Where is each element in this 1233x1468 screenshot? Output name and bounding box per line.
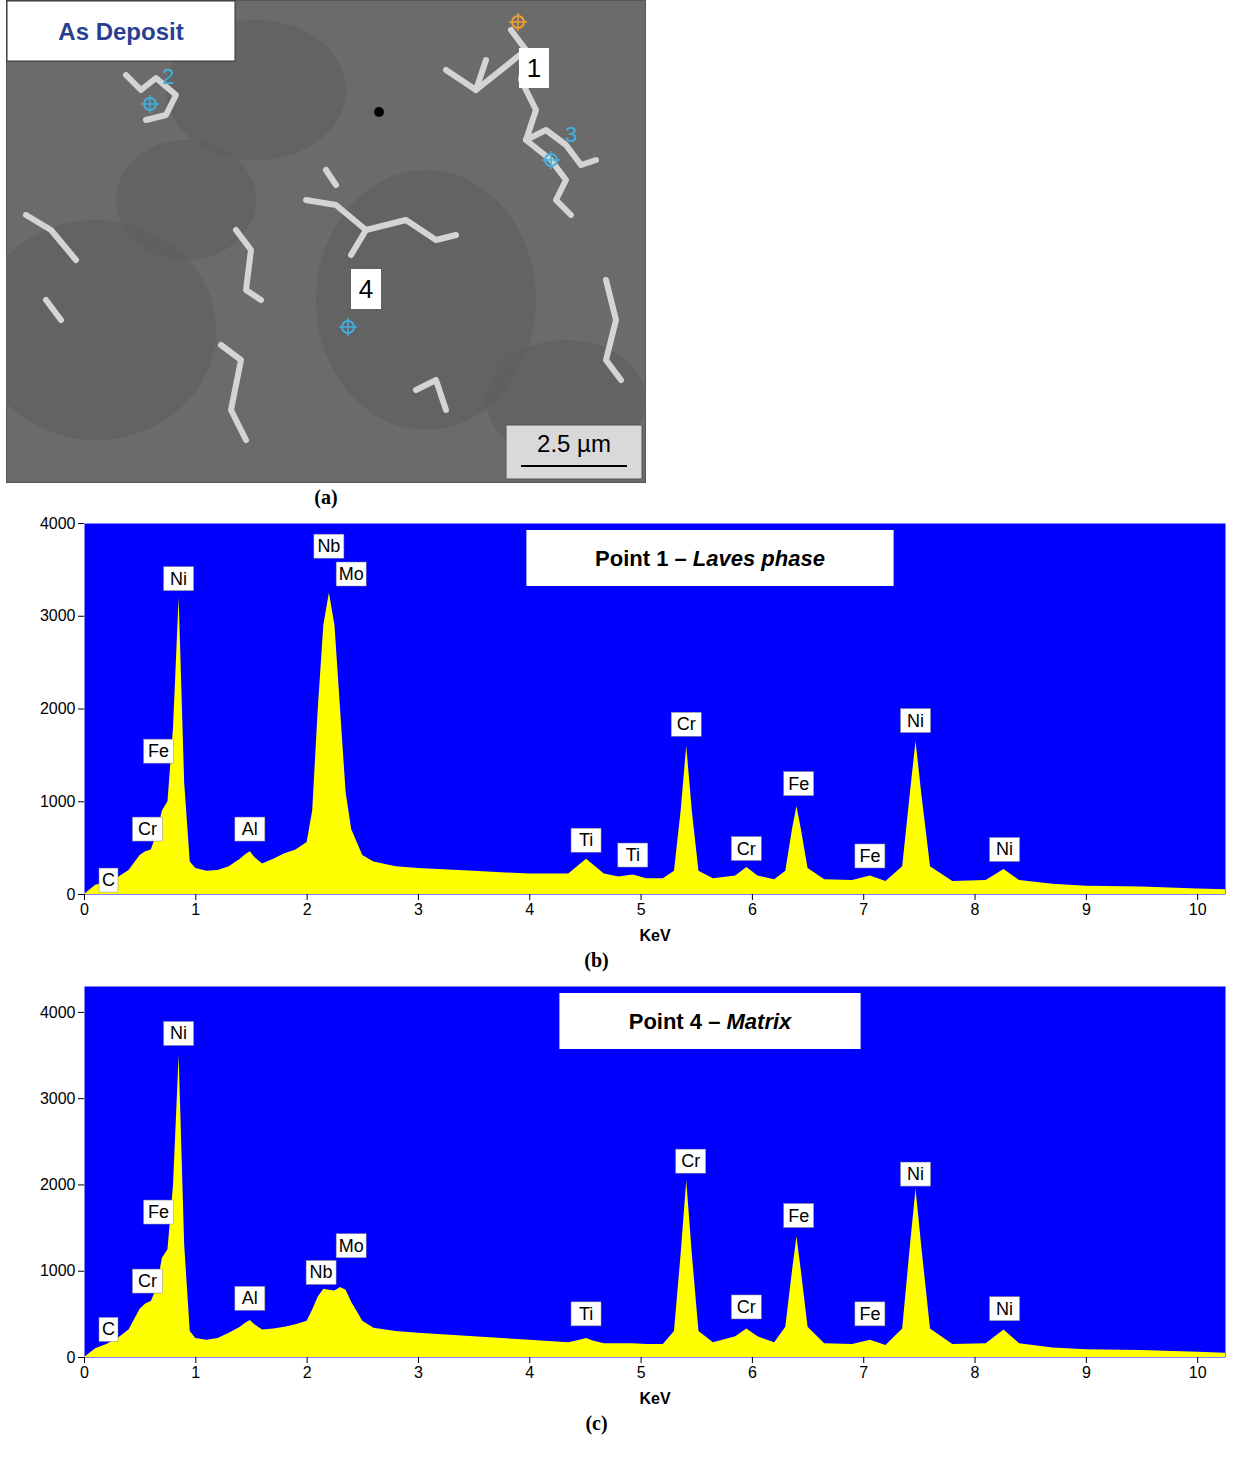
svg-text:Al: Al bbox=[242, 1288, 258, 1308]
svg-text:Cr: Cr bbox=[737, 1297, 756, 1317]
svg-text:C: C bbox=[102, 1319, 115, 1339]
svg-text:1: 1 bbox=[527, 53, 541, 83]
svg-text:Ni: Ni bbox=[170, 1023, 187, 1043]
svg-text:2: 2 bbox=[162, 64, 174, 89]
svg-text:Ni: Ni bbox=[996, 1299, 1013, 1319]
svg-text:9: 9 bbox=[1082, 1364, 1091, 1381]
svg-text:Cr: Cr bbox=[681, 1151, 700, 1171]
svg-text:Nb: Nb bbox=[310, 1262, 333, 1282]
svg-text:Al: Al bbox=[242, 819, 258, 839]
svg-text:Ni: Ni bbox=[907, 711, 924, 731]
svg-text:1: 1 bbox=[191, 901, 200, 918]
svg-text:Fe: Fe bbox=[859, 1304, 880, 1324]
svg-text:Ti: Ti bbox=[579, 830, 593, 850]
svg-text:C: C bbox=[102, 870, 115, 890]
svg-text:Ni: Ni bbox=[170, 569, 187, 589]
svg-text:8: 8 bbox=[971, 901, 980, 918]
svg-text:Cr: Cr bbox=[138, 819, 157, 839]
svg-text:Fe: Fe bbox=[788, 1206, 809, 1226]
svg-text:Ti: Ti bbox=[579, 1304, 593, 1324]
svg-text:2: 2 bbox=[303, 901, 312, 918]
svg-text:Mo: Mo bbox=[339, 1236, 364, 1256]
svg-text:0: 0 bbox=[80, 901, 89, 918]
svg-text:8: 8 bbox=[971, 1364, 980, 1381]
svg-text:1: 1 bbox=[191, 1364, 200, 1381]
svg-text:3: 3 bbox=[414, 1364, 423, 1381]
svg-text:10: 10 bbox=[1189, 901, 1207, 918]
svg-text:As Deposit: As Deposit bbox=[58, 18, 183, 45]
svg-text:0: 0 bbox=[67, 886, 76, 903]
svg-text:9: 9 bbox=[1082, 901, 1091, 918]
svg-text:3: 3 bbox=[414, 901, 423, 918]
svg-text:7: 7 bbox=[859, 901, 868, 918]
html-text:(b): (b) bbox=[584, 949, 609, 971]
svg-text:Fe: Fe bbox=[859, 846, 880, 866]
svg-text:2000: 2000 bbox=[40, 1176, 76, 1193]
html-text:(c): (c) bbox=[585, 1412, 608, 1434]
svg-text:Cr: Cr bbox=[138, 1271, 157, 1291]
svg-text:KeV: KeV bbox=[639, 927, 670, 944]
svg-text:Point 4 – Matrix: Point 4 – Matrix bbox=[629, 1009, 792, 1034]
html-text:(a): (a) bbox=[314, 486, 338, 508]
svg-text:Nb: Nb bbox=[317, 536, 340, 556]
svg-text:5: 5 bbox=[637, 901, 646, 918]
svg-text:6: 6 bbox=[748, 901, 757, 918]
svg-text:1000: 1000 bbox=[40, 793, 76, 810]
svg-text:0: 0 bbox=[80, 1364, 89, 1381]
svg-text:Fe: Fe bbox=[148, 1202, 169, 1222]
svg-text:Ni: Ni bbox=[996, 839, 1013, 859]
svg-text:Fe: Fe bbox=[148, 741, 169, 761]
svg-text:1000: 1000 bbox=[40, 1262, 76, 1279]
svg-text:3: 3 bbox=[565, 122, 577, 147]
svg-text:4: 4 bbox=[359, 274, 373, 304]
svg-text:4000: 4000 bbox=[40, 1004, 76, 1021]
svg-text:2.5 µm: 2.5 µm bbox=[537, 430, 611, 457]
svg-text:Cr: Cr bbox=[677, 714, 696, 734]
svg-text:10: 10 bbox=[1189, 1364, 1207, 1381]
svg-text:3000: 3000 bbox=[40, 1090, 76, 1107]
svg-text:Cr: Cr bbox=[737, 839, 756, 859]
svg-text:Ti: Ti bbox=[626, 845, 640, 865]
svg-text:4: 4 bbox=[525, 901, 534, 918]
svg-text:Point 1 – Laves phase: Point 1 – Laves phase bbox=[595, 546, 825, 571]
svg-text:3000: 3000 bbox=[40, 607, 76, 624]
svg-text:5: 5 bbox=[637, 1364, 646, 1381]
svg-text:KeV: KeV bbox=[639, 1390, 670, 1407]
svg-text:Ni: Ni bbox=[907, 1164, 924, 1184]
svg-text:4: 4 bbox=[525, 1364, 534, 1381]
svg-text:0: 0 bbox=[67, 1349, 76, 1366]
svg-text:2: 2 bbox=[303, 1364, 312, 1381]
svg-text:7: 7 bbox=[859, 1364, 868, 1381]
svg-text:Mo: Mo bbox=[339, 564, 364, 584]
svg-text:Fe: Fe bbox=[788, 774, 809, 794]
svg-text:4000: 4000 bbox=[40, 515, 76, 532]
svg-text:2000: 2000 bbox=[40, 700, 76, 717]
svg-text:6: 6 bbox=[748, 1364, 757, 1381]
